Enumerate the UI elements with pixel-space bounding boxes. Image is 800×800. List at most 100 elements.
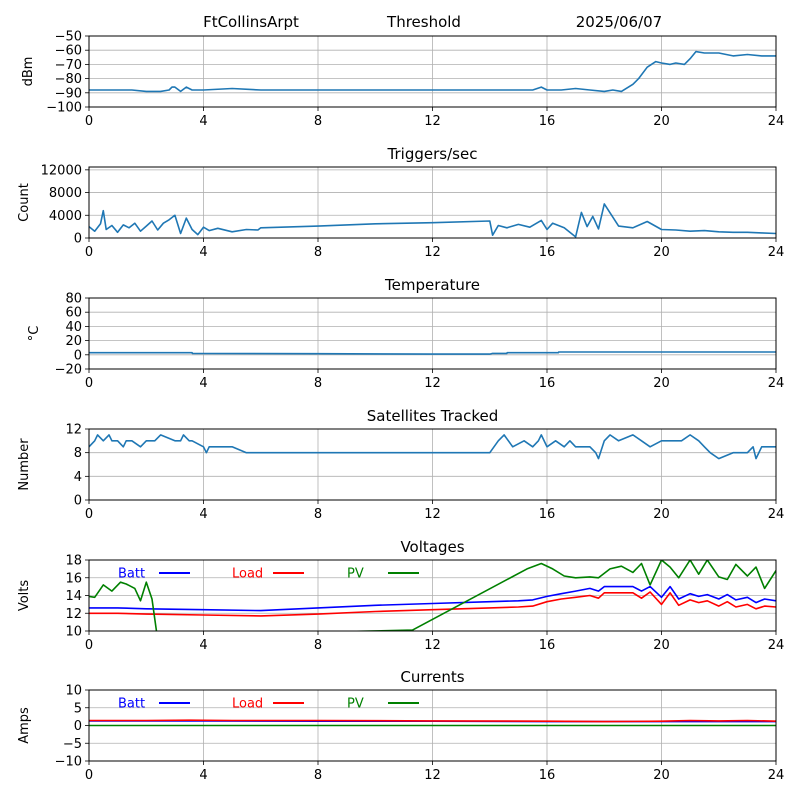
y-tick-label: −50 [55,30,82,45]
y-axis-label: dBm [21,57,36,87]
y-tick-label: 20 [65,334,82,349]
legend-label: PV [347,697,364,712]
x-tick-label: 0 [85,768,93,783]
x-tick-label: 20 [653,507,670,522]
x-tick-label: 20 [653,376,670,391]
chart-title: Currents [400,668,464,686]
chart-title: Temperature [384,276,480,294]
legend-label: Batt [118,567,145,582]
y-tick-label: −10 [55,755,82,770]
y-tick-label: −90 [55,86,82,101]
x-tick-label: 4 [199,638,207,653]
y-tick-label: 10 [65,625,82,640]
series-line [89,203,776,238]
chart-triggers: 0 4 8 12 16 20 24 0 4000 8000 12000 Triggers/sec Cou… [17,145,784,260]
y-tick-label: 4 [74,470,82,485]
date-label: 2025/06/07 [576,13,662,31]
x-tick-label: 8 [314,507,322,522]
y-tick-label: 12 [65,607,82,622]
y-tick-label: 40 [65,320,82,335]
y-tick-label: 4000 [49,209,82,224]
y-tick-label: 10 [65,684,82,699]
x-tick-label: 16 [539,768,556,783]
y-axis-label: Volts [17,580,32,612]
y-tick-label: 0 [74,348,82,363]
x-tick-label: 4 [199,376,207,391]
series-line [89,351,776,355]
x-tick-label: 16 [539,114,556,129]
chart-currents: 0 4 8 12 16 20 24 −10 −5 0 5 10 Currents Amps Batt Load… [17,668,784,783]
x-tick-label: 8 [314,245,322,260]
y-tick-label: −70 [55,58,82,73]
y-axis-label: Number [17,438,32,491]
x-tick-label: 0 [85,507,93,522]
mode-label: Threshold [386,13,461,31]
y-tick-label: −60 [55,44,82,59]
y-axis-label: Amps [17,707,32,744]
x-tick-label: 0 [85,245,93,260]
chart-signal: 0 4 8 12 16 20 24 −100−90−80−70−60−50 dBm [21,30,784,130]
x-tick-label: 16 [539,638,556,653]
x-tick-label: 16 [539,245,556,260]
series-line-pv [89,560,776,631]
x-tick-label: 8 [314,768,322,783]
series-line [89,434,776,460]
x-tick-label: 8 [314,376,322,391]
y-tick-label: −80 [55,72,82,87]
x-tick-label: 24 [768,768,785,783]
y-axis-label: °C [27,326,42,342]
y-axis-label: Count [17,183,32,222]
x-tick-label: 24 [768,376,785,391]
series-line-batt [89,585,776,612]
legend-label: Batt [118,697,145,712]
x-tick-label: 0 [85,376,93,391]
x-tick-label: 20 [653,245,670,260]
x-tick-label: 16 [539,507,556,522]
x-tick-label: 24 [768,245,785,260]
y-tick-label: −5 [63,737,82,752]
x-tick-label: 20 [653,638,670,653]
y-tick-label: 80 [65,292,82,307]
series-line-load [89,591,776,617]
y-tick-label: 0 [74,494,82,509]
legend-label: Load [232,567,263,582]
x-tick-label: 16 [539,376,556,391]
chart-title: Satellites Tracked [367,407,498,425]
x-tick-label: 12 [424,638,441,653]
y-tick-label: 12 [65,423,82,438]
x-tick-label: 20 [653,768,670,783]
series-line-load [89,719,776,723]
y-tick-label: 8 [74,446,82,461]
x-tick-label: 4 [199,768,207,783]
x-tick-label: 20 [653,114,670,129]
x-tick-label: 12 [424,507,441,522]
y-tick-label: −20 [55,363,82,378]
x-tick-label: 12 [424,114,441,129]
series-line [89,50,776,93]
y-tick-label: 5 [74,701,82,716]
x-tick-label: 12 [424,768,441,783]
y-tick-label: 12000 [41,163,82,178]
y-tick-label: 8000 [49,186,82,201]
x-tick-label: 12 [424,376,441,391]
chart-satellites: 0 4 8 12 16 20 24 0 4 8 12 Satellites Tracked Number [17,407,784,522]
x-tick-label: 8 [314,114,322,129]
figure-header: FtCollinsArpt Threshold 2025/06/07 [203,13,662,31]
x-tick-label: 8 [314,638,322,653]
legend-label: PV [347,567,364,582]
x-tick-label: 0 [85,114,93,129]
legend-label: Load [232,697,263,712]
station-name: FtCollinsArpt [203,13,299,31]
y-tick-label: −100 [46,101,82,116]
y-tick-label: 18 [65,554,82,569]
x-tick-label: 4 [199,114,207,129]
y-tick-label: 0 [74,719,82,734]
x-tick-label: 4 [199,245,207,260]
x-tick-label: 4 [199,507,207,522]
y-tick-label: 0 [74,232,82,247]
y-tick-label: 16 [65,571,82,586]
chart-title: Voltages [400,538,464,556]
